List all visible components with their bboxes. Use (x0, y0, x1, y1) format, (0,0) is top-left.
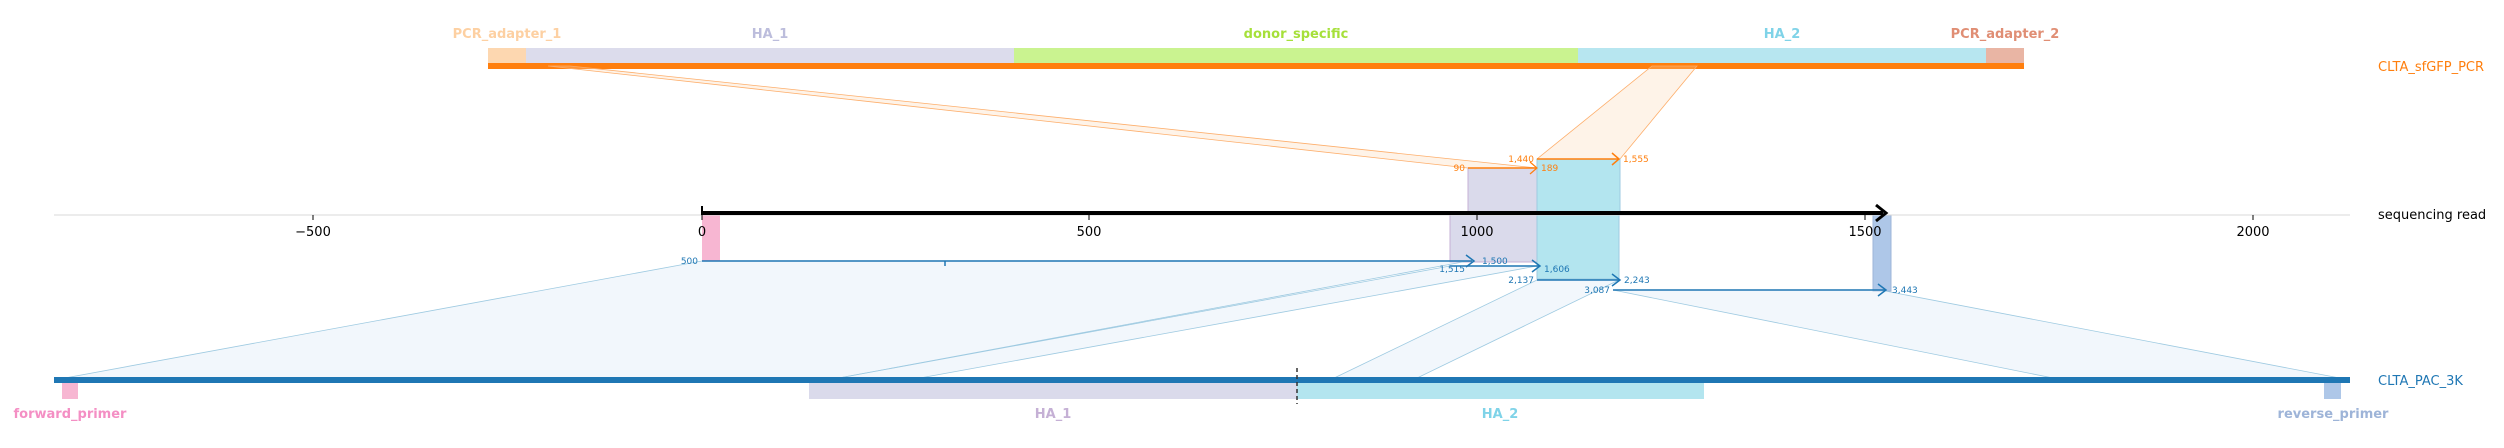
bottom-feature-ha-2-bar (1297, 383, 1704, 399)
bottom-track-name: CLTA_PAC_3K (2378, 374, 2463, 389)
top-alignment-arrow (1529, 161, 1538, 175)
bottom-alignment-ribbons (53, 260, 2351, 381)
bottom-alignment-label: 1,606 (1544, 265, 1570, 275)
bottom-alignment-label: 2,243 (1624, 276, 1650, 286)
top-ribbon-1 (547, 65, 1538, 169)
middle-forward-primer-box (702, 215, 720, 261)
bottom-feature-label: HA_1 (1035, 407, 1072, 422)
axis-tick-label: 0 (698, 225, 706, 240)
top-feature-ha-2-bar (1578, 48, 1986, 66)
axis-tick-label: 500 (1077, 225, 1102, 240)
top-alignment-label: 90 (1454, 164, 1466, 174)
bottom-alignment-arrow (1877, 283, 1888, 297)
axis-tick-label: 1000 (1460, 225, 1493, 240)
top-track: PCR_adapter_1 HA_1 donor_specific HA_2 P… (453, 27, 2484, 75)
bottom-alignments: 500 1,500 1,515 1,606 2,137 2,243 3,087 … (681, 254, 1918, 297)
top-track-line (488, 63, 2024, 69)
bottom-alignment-arrow (1465, 254, 1476, 268)
top-alignment-label: 1,440 (1508, 155, 1534, 165)
top-alignment-label: 1,555 (1623, 155, 1649, 165)
top-feature-pcr-adapter-1-bar (488, 48, 526, 66)
bottom-alignment-arrow (1531, 259, 1542, 273)
axis-tick-label: 1500 (1848, 225, 1881, 240)
sequencing-read-arrow (1875, 203, 1889, 223)
bottom-track-line (54, 377, 2350, 383)
axis-ticks (312, 215, 2254, 220)
axis-tick-label: 2000 (2236, 225, 2269, 240)
bottom-feature-label: forward_primer (14, 407, 128, 422)
middle-ha-1-box (1467, 167, 1538, 216)
bottom-ribbon-1 (53, 260, 1469, 381)
middle-ha-2-lower-box (1536, 214, 1620, 280)
top-feature-label: PCR_adapter_1 (453, 27, 562, 42)
top-feature-donor-specific-bar (1014, 48, 1578, 66)
bottom-track: forward_primer HA_1 HA_2 reverse_primer … (14, 368, 2463, 422)
bottom-feature-label: HA_2 (1482, 407, 1519, 422)
middle-track-name: sequencing read (2378, 208, 2486, 223)
bottom-feature-reverse-primer-bar (2324, 383, 2341, 399)
bottom-alignment-label: 1,500 (1482, 257, 1508, 267)
top-ribbon-2 (1535, 65, 1698, 160)
axis-tick-label: −500 (295, 225, 331, 240)
top-alignment-ribbons (547, 65, 1698, 169)
top-alignment-arrow (1611, 152, 1621, 166)
middle-ha-2-box (1536, 158, 1621, 216)
bottom-alignment-label: 500 (681, 257, 698, 267)
top-feature-pcr-adapter-2-bar (1986, 48, 2024, 66)
middle-ha-1-lower-box (1449, 214, 1538, 263)
top-track-name: CLTA_sfGFP_PCR (2378, 60, 2484, 75)
top-feature-label: HA_2 (1764, 27, 1801, 42)
bottom-alignment-label: 1,515 (1439, 265, 1465, 275)
bottom-alignment-label: 3,087 (1584, 286, 1610, 296)
top-feature-label: donor_specific (1244, 27, 1349, 42)
top-feature-label: HA_1 (752, 27, 789, 42)
bottom-feature-forward-primer-bar (62, 383, 78, 399)
top-alignment-label: 189 (1541, 164, 1558, 174)
middle-axis: −500 0 500 1000 1500 2000 sequencing rea… (54, 203, 2486, 240)
bottom-ribbon-4 (1612, 289, 2351, 381)
bottom-alignment-label: 3,443 (1892, 286, 1918, 296)
bottom-alignment-arrow (1611, 273, 1622, 287)
bottom-alignment-label: 2,137 (1508, 276, 1534, 286)
top-feature-ha-1-bar (526, 48, 1014, 66)
bottom-feature-label: reverse_primer (2278, 407, 2390, 422)
bottom-feature-ha-1-bar (809, 383, 1297, 399)
top-feature-label: PCR_adapter_2 (1951, 27, 2060, 42)
